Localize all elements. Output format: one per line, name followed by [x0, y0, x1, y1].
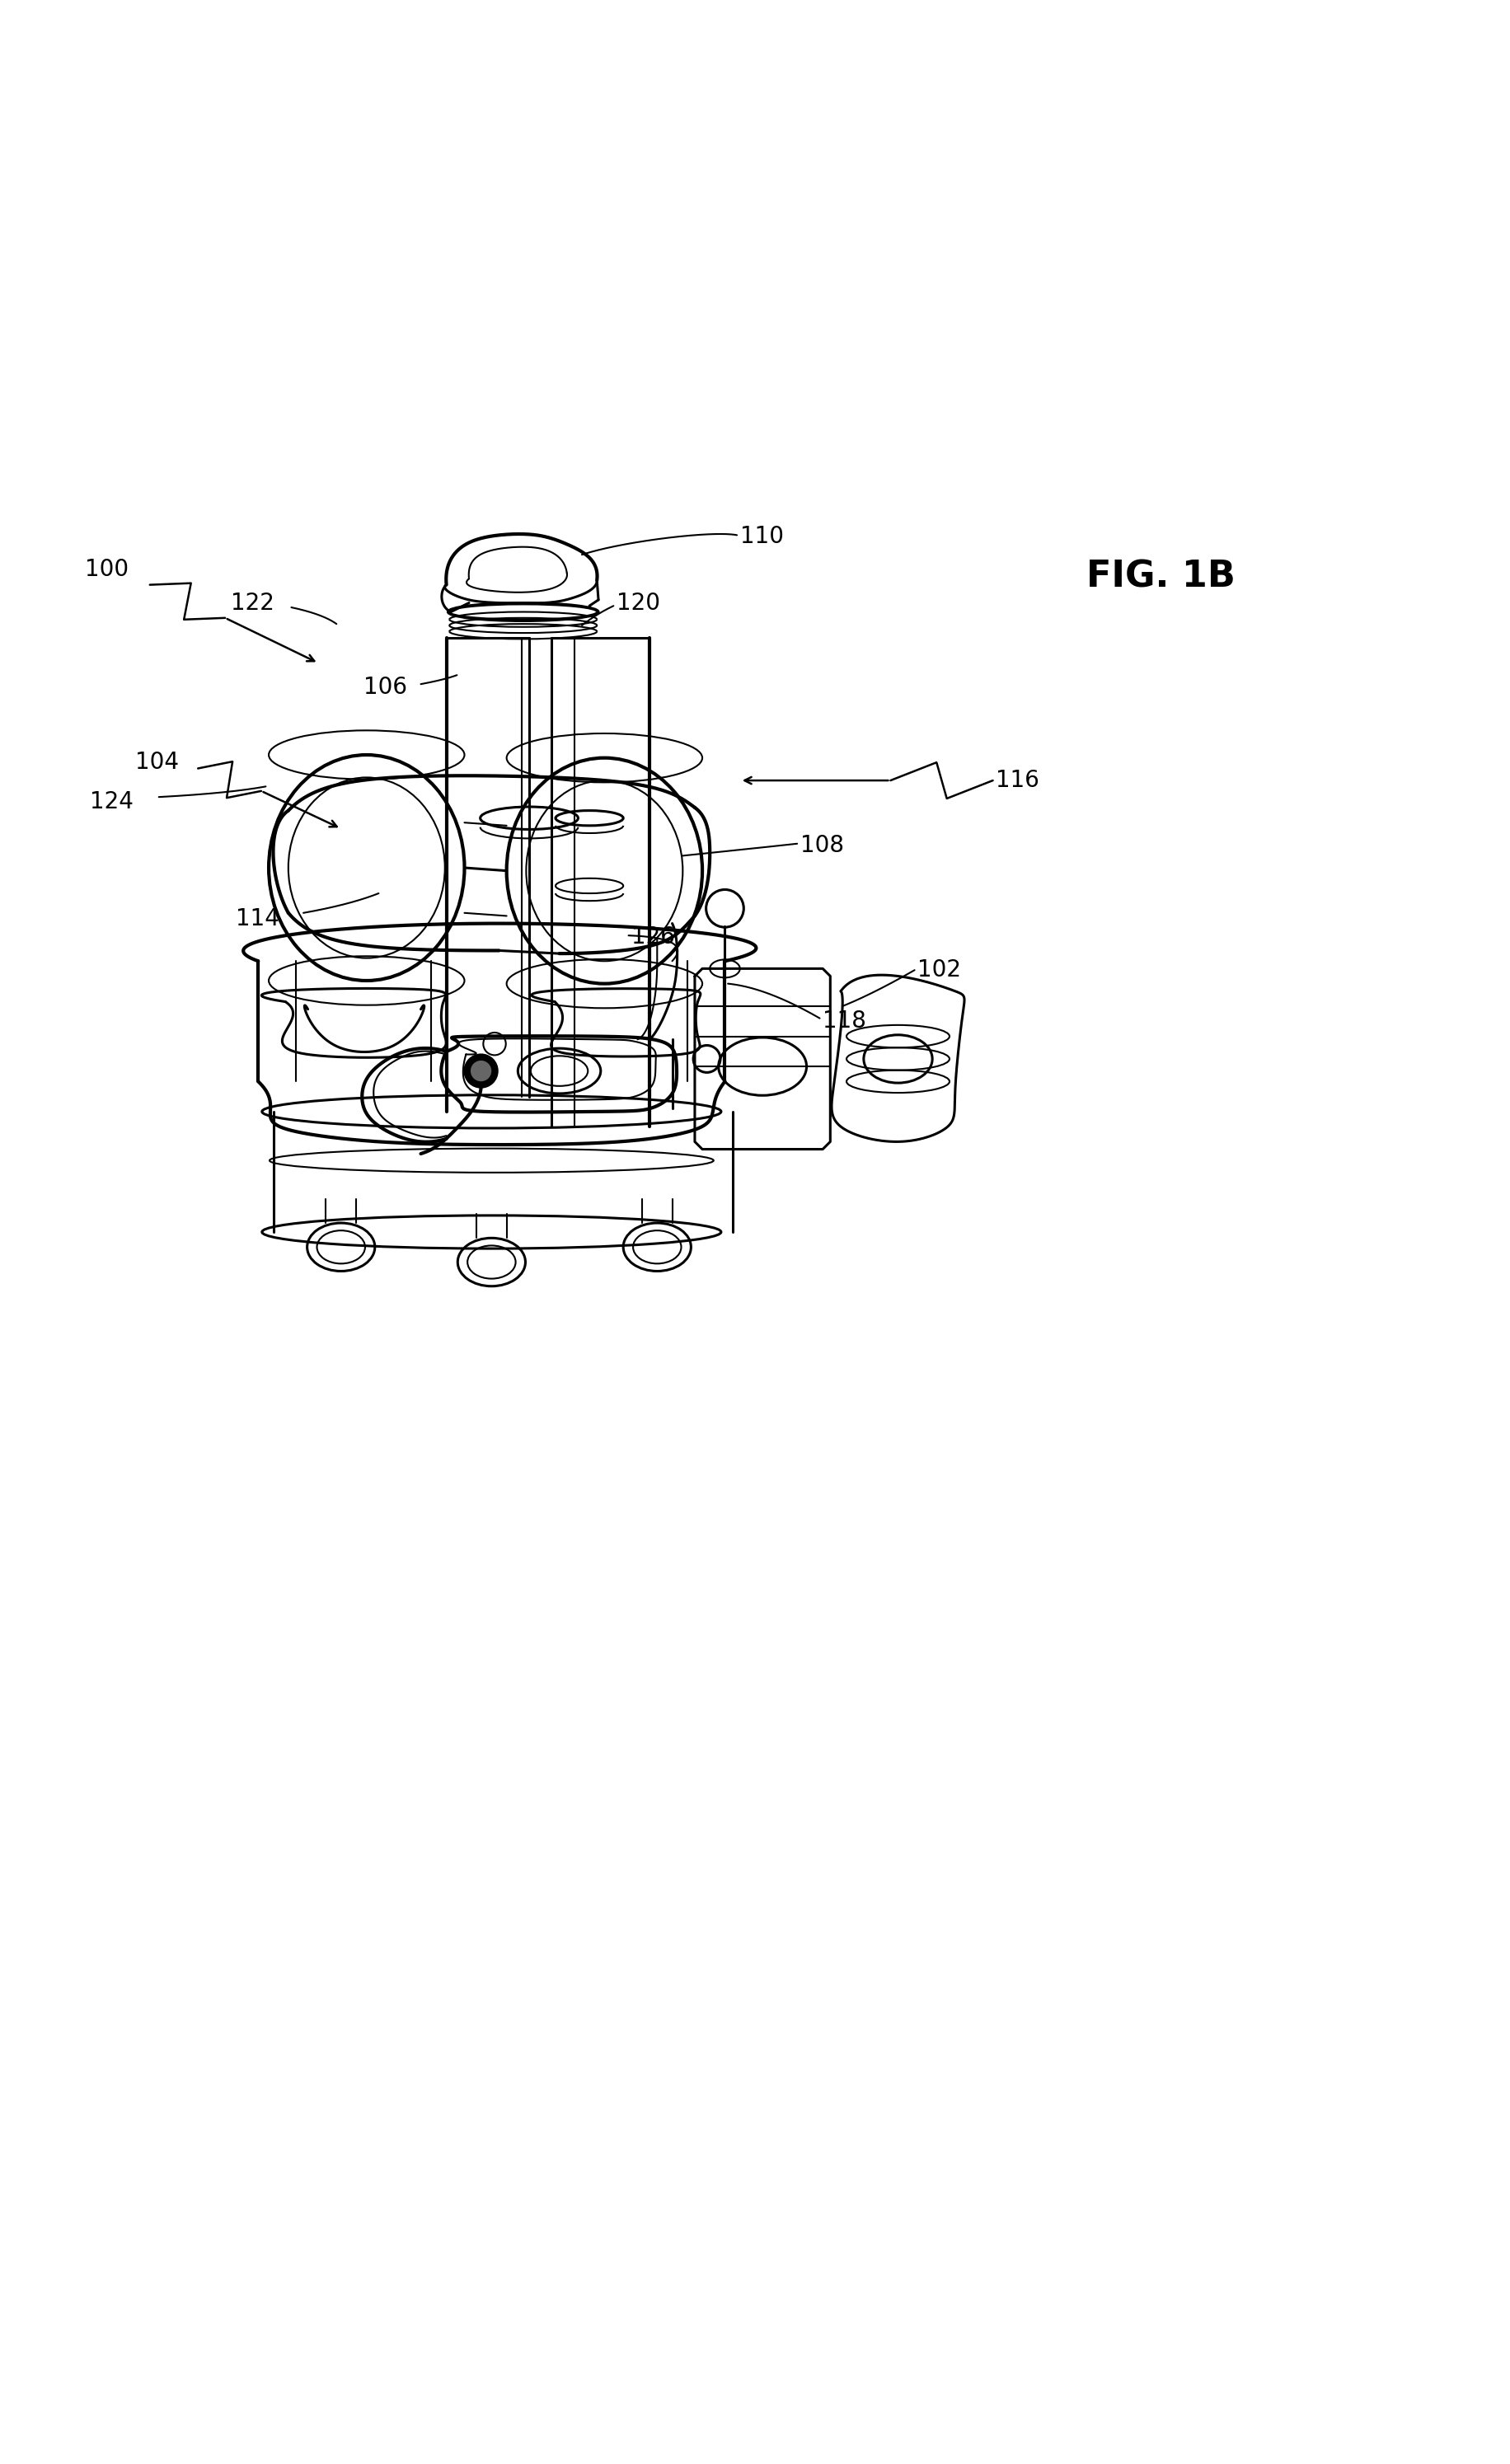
Text: 122: 122: [231, 591, 275, 614]
Text: 108: 108: [800, 833, 844, 857]
Text: 118: 118: [823, 1010, 867, 1032]
Text: 124: 124: [89, 791, 133, 813]
Ellipse shape: [465, 1055, 498, 1087]
Text: FIG. 1B: FIG. 1B: [1086, 559, 1235, 594]
Text: 120: 120: [616, 591, 660, 614]
Text: 114: 114: [236, 907, 279, 931]
Text: 126: 126: [631, 926, 675, 949]
Text: 102: 102: [918, 958, 962, 981]
Text: 116: 116: [997, 769, 1039, 791]
Text: 106: 106: [364, 675, 408, 700]
Text: 104: 104: [134, 752, 178, 774]
Ellipse shape: [470, 1060, 492, 1082]
Text: 100: 100: [85, 559, 128, 582]
Text: 110: 110: [740, 525, 784, 547]
